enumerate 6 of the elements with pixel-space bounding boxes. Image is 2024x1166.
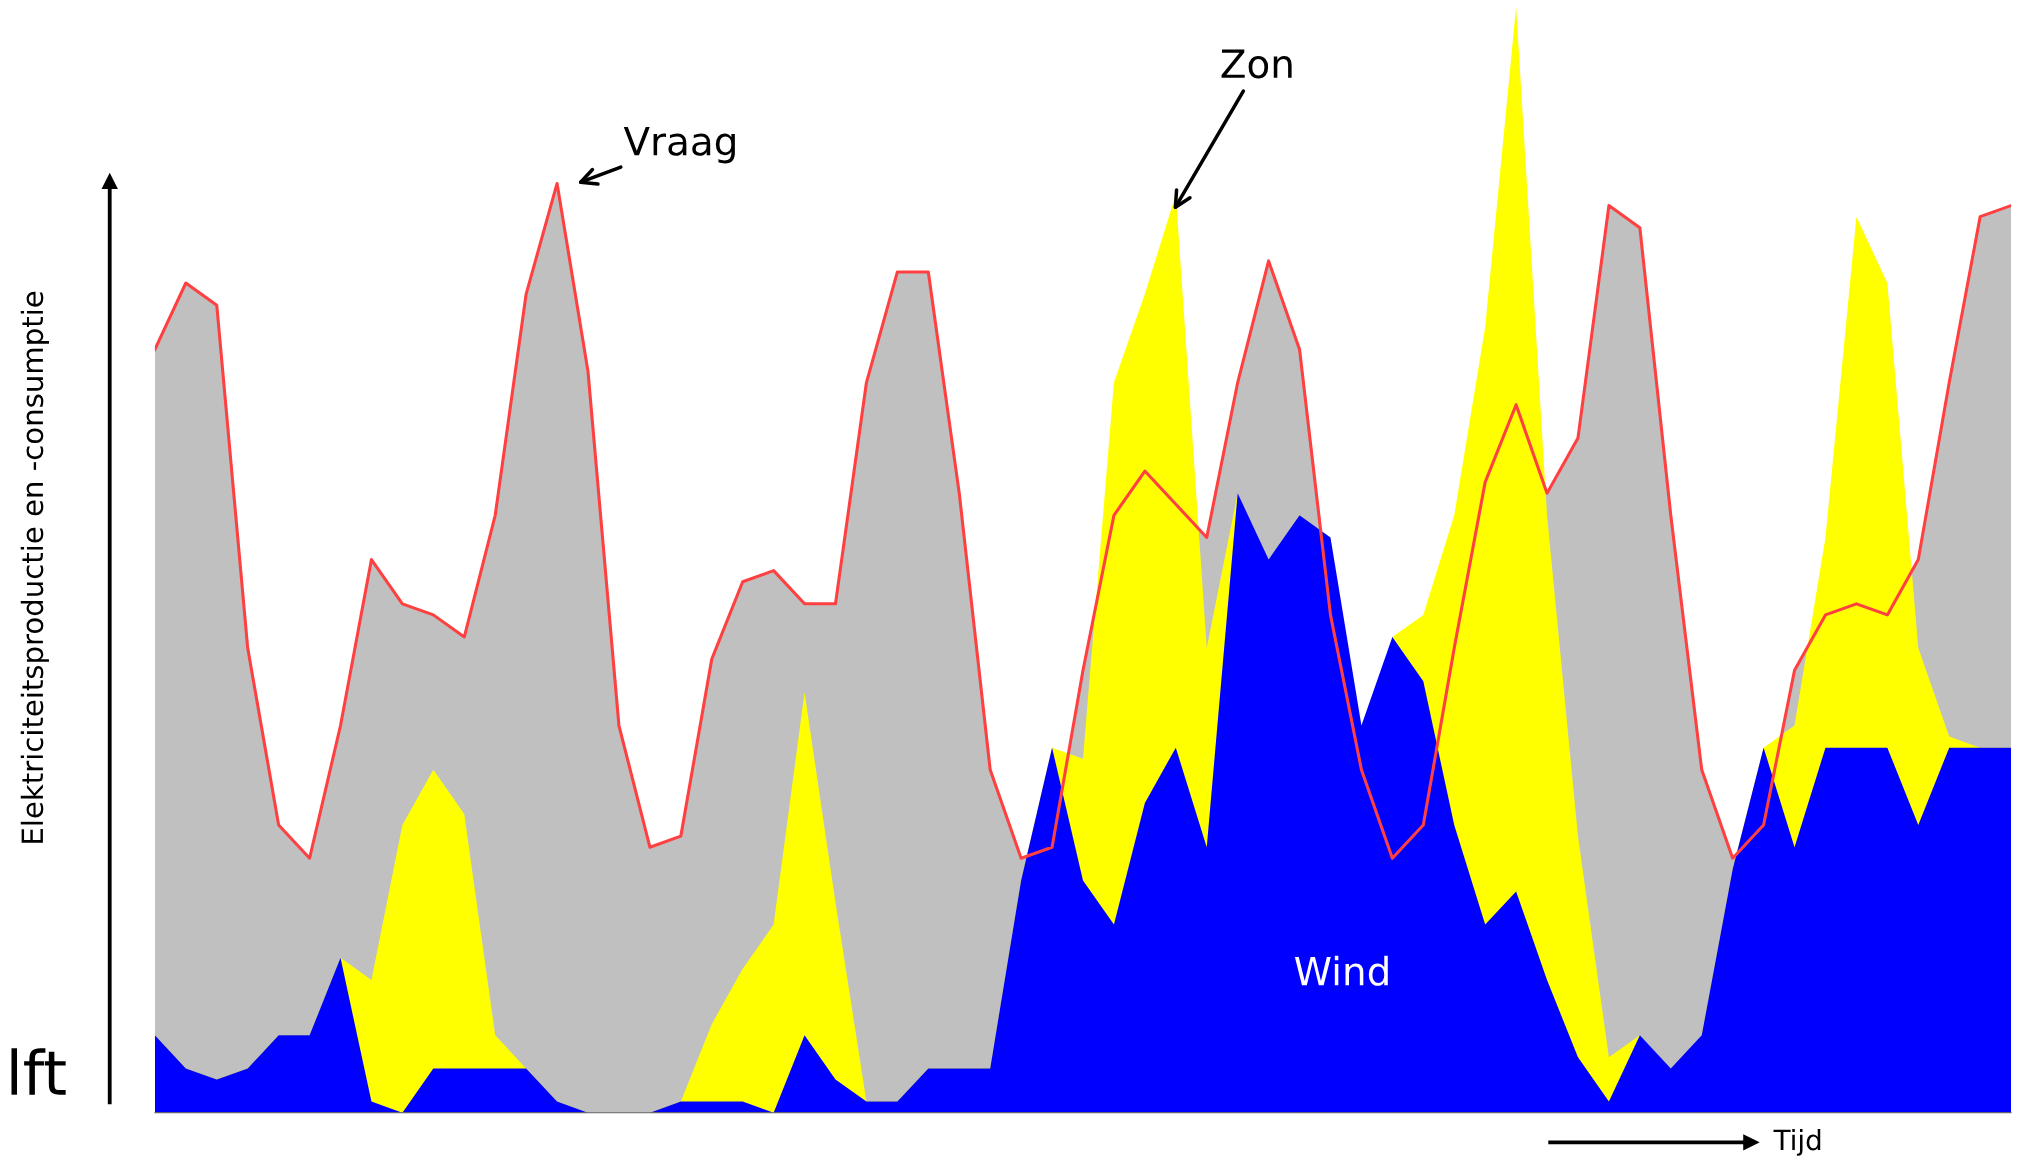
y-axis-title: Elektriciteitsproductie en -consumptie: [20, 291, 49, 843]
text: lft: [11, 1048, 66, 1095]
annotation: Zon: [1221, 49, 1292, 79]
annotation: Vraag: [623, 126, 735, 164]
annotation: Wind: [1294, 955, 1388, 986]
x-axis-title: Tijd: [1773, 1128, 1821, 1156]
